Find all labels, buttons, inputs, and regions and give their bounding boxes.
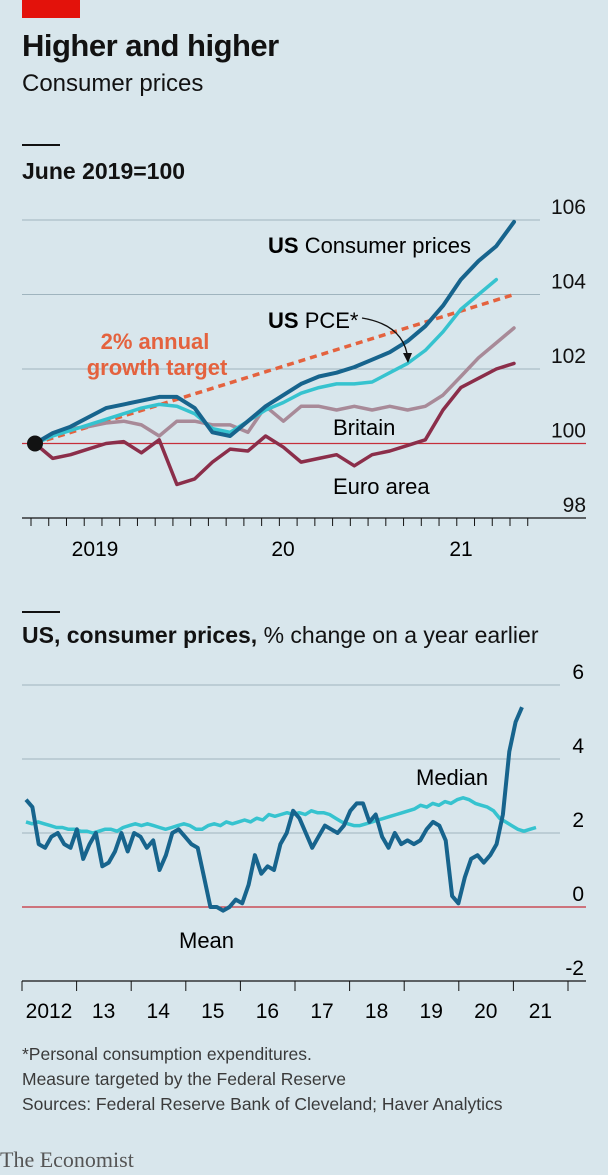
x-tick-label: 2012 [26, 1000, 73, 1023]
series-label-us-pce: US PCE* [268, 308, 359, 333]
annotation-line-1: 2% annual [101, 329, 210, 354]
x-tick-label: 18 [365, 1000, 388, 1023]
x-tick-label: 20 [474, 1000, 497, 1023]
unit-label-rest: % change on a year earlier [263, 622, 539, 648]
x-tick-label: 2019 [72, 538, 119, 561]
x-tick-label: 13 [92, 1000, 115, 1023]
section-marker [22, 144, 60, 146]
chart-subtitle: Consumer prices [22, 70, 204, 97]
x-tick-label: 15 [201, 1000, 224, 1023]
x-tick-label: 16 [256, 1000, 279, 1023]
x-tick-label: 17 [310, 1000, 333, 1023]
y-tick-label: 4 [572, 735, 584, 758]
pce-pointer-arrow [403, 353, 412, 363]
unit-label-bold: US, consumer prices, [22, 622, 258, 648]
sources: Sources: Federal Reserve Bank of Clevela… [22, 1094, 503, 1114]
x-tick-label: 20 [271, 538, 294, 561]
series-label-britain: Britain [333, 415, 395, 440]
section-marker [22, 611, 60, 613]
brand-logo: The Economist [0, 1147, 134, 1172]
y-tick-label: 2 [572, 809, 584, 832]
x-tick-label: 19 [420, 1000, 443, 1023]
y-tick-label: -2 [565, 957, 584, 980]
unit-label-top: June 2019=100 [22, 158, 186, 184]
x-tick-label: 14 [147, 1000, 171, 1023]
series-line-median [25, 796, 537, 835]
series-label-mean: Mean [179, 928, 234, 953]
footnotes: *Personal consumption expenditures. Meas… [22, 1042, 503, 1117]
chart-title: Higher and higher [22, 28, 279, 63]
y-tick-label: 104 [551, 271, 586, 294]
footnote-1: *Personal consumption expenditures. [22, 1044, 312, 1064]
y-tick-label: 98 [563, 494, 586, 517]
chart-price-index: 106 104 102 100 98 2019 20 21 US Consumer prices… [22, 196, 586, 561]
start-dot [27, 435, 43, 452]
y-tick-label: 102 [551, 345, 586, 368]
series-label-median: Median [416, 765, 488, 790]
x-tick-label: 21 [529, 1000, 552, 1023]
series-line-euro-area [33, 361, 516, 487]
y-tick-label: 106 [551, 196, 586, 219]
unit-label-bottom: US, consumer prices, % change on a year … [22, 622, 538, 649]
red-tag [22, 0, 80, 18]
x-tick-label: 21 [449, 538, 472, 561]
footnote-2: Measure targeted by the Federal Reserve [22, 1069, 346, 1089]
y-tick-label: 0 [572, 883, 584, 906]
series-line-britain [33, 326, 516, 446]
series-line-mean [24, 706, 524, 913]
series-line-us-pce [33, 277, 499, 446]
series-label-us-consumer-prices: US Consumer prices [268, 233, 471, 258]
series-label-euro-area: Euro area [333, 474, 430, 499]
annotation-line-2: growth target [87, 355, 228, 380]
series-line-us-consumer-prices [33, 219, 516, 446]
y-tick-label: 100 [551, 420, 586, 443]
y-tick-label: 6 [572, 661, 584, 684]
